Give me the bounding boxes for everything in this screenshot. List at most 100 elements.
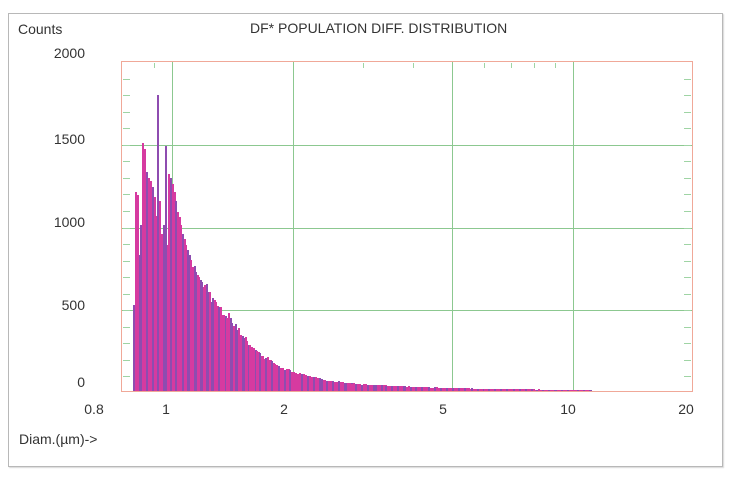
histogram-bar [192, 267, 194, 391]
minor-tick [684, 376, 691, 377]
histogram-bar [479, 389, 481, 391]
histogram-bar [159, 201, 161, 391]
histogram-bar [243, 338, 245, 391]
histogram-bar [168, 174, 170, 391]
histogram-bar [393, 386, 395, 391]
minor-tick [123, 194, 130, 195]
histogram-bar [579, 390, 581, 391]
y-tick-label: 500 [61, 297, 85, 313]
histogram-bar [201, 282, 203, 391]
histogram-bar [228, 313, 230, 391]
histogram-bar [157, 95, 159, 391]
histogram-bar [315, 377, 317, 391]
histogram-bar [563, 390, 565, 391]
minor-tick [123, 178, 130, 179]
histogram-bar [452, 388, 454, 391]
histogram-bar [271, 361, 273, 391]
histogram-bar [182, 234, 184, 391]
histogram-bar [575, 390, 577, 391]
plot-area [121, 61, 693, 392]
histogram-bar [338, 382, 340, 391]
histogram-bar [371, 385, 373, 391]
histogram-bar [571, 390, 573, 391]
histogram-bar [502, 389, 504, 391]
histogram-bar [345, 383, 347, 391]
minor-tick [684, 277, 691, 278]
histogram-bar [133, 305, 135, 391]
histogram-bar [170, 178, 172, 391]
histogram-bar [508, 389, 510, 391]
histogram-bar [293, 372, 295, 391]
histogram-bar [313, 377, 315, 391]
histogram-bar [477, 389, 479, 391]
histogram-bar [454, 388, 456, 391]
histogram-bar [351, 384, 353, 391]
histogram-bar [336, 382, 338, 391]
histogram-bar [423, 387, 425, 391]
histogram-bar [212, 298, 214, 391]
minor-tick [684, 145, 691, 146]
histogram-bar [410, 387, 412, 391]
minor-tick [123, 145, 130, 146]
minor-tick [123, 376, 130, 377]
minor-tick [534, 63, 535, 68]
histogram-bar [289, 370, 291, 391]
histogram-bar [233, 326, 235, 391]
y-tick-label: 2000 [53, 45, 85, 61]
histogram-bar [401, 386, 403, 391]
histogram-bar [172, 184, 174, 391]
histogram-bar [391, 386, 393, 391]
histogram-bar [413, 387, 415, 391]
histogram-bar [375, 385, 377, 391]
histogram-bar [175, 201, 177, 391]
chart-title: DF* POPULATION DIFF. DISTRIBUTION [250, 20, 508, 36]
minor-tick [123, 343, 130, 344]
histogram-bar [446, 388, 448, 391]
y-tick-label: 1000 [53, 214, 85, 230]
histogram-bar [444, 388, 446, 391]
histogram-bar [544, 390, 546, 391]
minor-tick [684, 112, 691, 113]
histogram-bar [569, 390, 571, 391]
histogram-bar [389, 386, 391, 391]
minor-tick [123, 128, 130, 129]
histogram-bar [342, 382, 344, 391]
histogram-bar [538, 389, 540, 391]
histogram-bar [426, 387, 428, 391]
histogram-bar [442, 388, 444, 391]
histogram-bar [301, 374, 303, 391]
histogram-bar [231, 323, 233, 391]
histogram-bar [548, 390, 550, 391]
histogram-bar [150, 181, 152, 391]
histogram-bar [519, 389, 521, 391]
x-tick-label: 0.8 [84, 401, 104, 417]
minor-tick [123, 261, 130, 262]
histogram-bar [517, 389, 519, 391]
histogram-bar [367, 385, 369, 391]
histogram-bar [552, 390, 554, 391]
y-axis-label: Counts [18, 21, 63, 37]
histogram-bar [432, 388, 434, 391]
histogram-bar [450, 388, 452, 391]
histogram-bar [163, 225, 165, 391]
minor-tick [684, 161, 691, 162]
minor-tick [123, 112, 130, 113]
minor-tick [413, 63, 414, 68]
histogram-bar [515, 389, 517, 391]
x-tick-label: 5 [439, 401, 447, 417]
histogram-bar [161, 234, 163, 391]
histogram-bar [262, 356, 264, 391]
histogram-bar [536, 390, 538, 391]
histogram-bar [377, 385, 379, 391]
x-tick-label: 20 [678, 401, 694, 417]
histogram-bar [581, 390, 583, 391]
histogram-bar [165, 146, 167, 391]
histogram-bar [506, 389, 508, 391]
histogram-bar [282, 368, 284, 391]
minor-tick [123, 294, 130, 295]
minor-tick [123, 95, 130, 96]
histogram-bar [291, 372, 293, 391]
histogram-bar [550, 390, 552, 391]
minor-tick [684, 228, 691, 229]
histogram-bar [464, 388, 466, 391]
